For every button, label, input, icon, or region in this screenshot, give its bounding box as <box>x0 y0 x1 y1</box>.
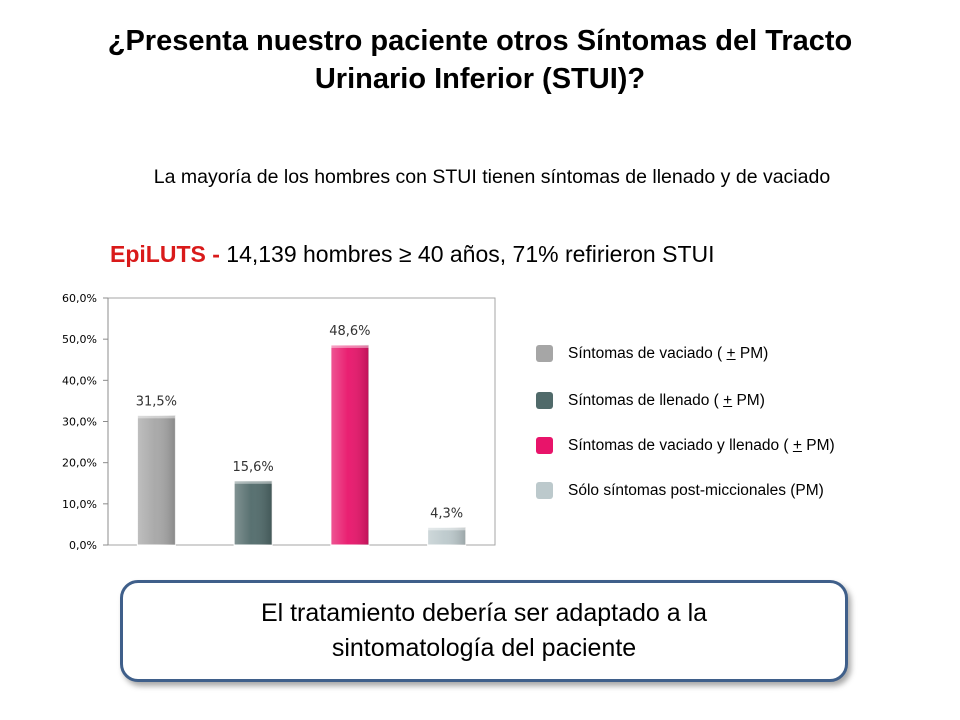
y-tick-label: 50,0% <box>62 333 97 346</box>
callout-line-2: sintomatología del paciente <box>331 634 637 662</box>
plot-area <box>107 297 496 546</box>
bar <box>136 414 176 546</box>
slide-title-line-2: Urinario Inferior (STUI)? <box>314 63 646 95</box>
bar-data-label: 15,6% <box>232 460 273 475</box>
study-brand: EpiLUTS - <box>110 241 220 267</box>
legend-swatch-vaciado <box>536 345 553 362</box>
bar-top-bevel <box>137 415 176 419</box>
legend-swatch-vaciado-llenado <box>536 437 553 454</box>
bar-shading <box>137 415 176 545</box>
y-axis: 0,0% 10,0% 20,0% 30,0% 40,0% 50,0% 60,0% <box>62 292 109 552</box>
legend-label-llenado: Síntomas de llenado ( + PM) <box>568 392 765 409</box>
y-tick-label: 0,0% <box>69 539 97 552</box>
bar-shading <box>234 480 273 545</box>
bar-top-bevel <box>330 344 369 348</box>
bar <box>330 344 370 546</box>
bar-series: 31,5% 15,6% 48,6% 4,3% <box>136 324 467 546</box>
study-detail: 14,139 hombres ≥ 40 años, 71% refirieron… <box>219 241 715 267</box>
conclusion-callout: El tratamiento debería ser adaptado a la… <box>120 580 848 682</box>
bar-top-bevel <box>234 480 273 484</box>
legend-label-post-miccionales: Sólo síntomas post-miccionales (PM) <box>568 482 824 499</box>
y-tick-label: 30,0% <box>62 416 97 429</box>
legend-swatch-llenado <box>536 392 553 409</box>
legend-swatch-post-miccionales <box>536 482 553 499</box>
bar-shading <box>330 344 369 545</box>
slide-subtitle: La mayoría de los hombres con STUI tiene… <box>153 166 831 188</box>
bar-top-bevel <box>427 527 466 531</box>
y-tick-label: 60,0% <box>62 292 97 305</box>
y-tick-label: 40,0% <box>62 374 97 387</box>
legend-label-vaciado-llenado: Síntomas de vaciado y llenado ( + PM) <box>568 437 835 454</box>
bar <box>427 526 467 546</box>
bar-shading <box>427 527 466 545</box>
y-tick-label: 20,0% <box>62 457 97 470</box>
bar <box>233 480 273 546</box>
bar-data-label: 31,5% <box>136 394 177 409</box>
y-tick-label: 10,0% <box>62 498 97 511</box>
slide-title-line-1: ¿Presenta nuestro paciente otros Síntoma… <box>107 25 853 57</box>
slide-title: ¿Presenta nuestro paciente otros Síntoma… <box>40 22 920 98</box>
study-caption: EpiLUTS - 14,139 hombres ≥ 40 años, 71% … <box>110 241 715 268</box>
legend-label-vaciado: Síntomas de vaciado ( + PM) <box>568 345 769 362</box>
bar-data-label: 48,6% <box>329 324 370 339</box>
bar-data-label: 4,3% <box>430 506 463 521</box>
callout-line-1: El tratamiento debería ser adaptado a la <box>260 599 708 627</box>
